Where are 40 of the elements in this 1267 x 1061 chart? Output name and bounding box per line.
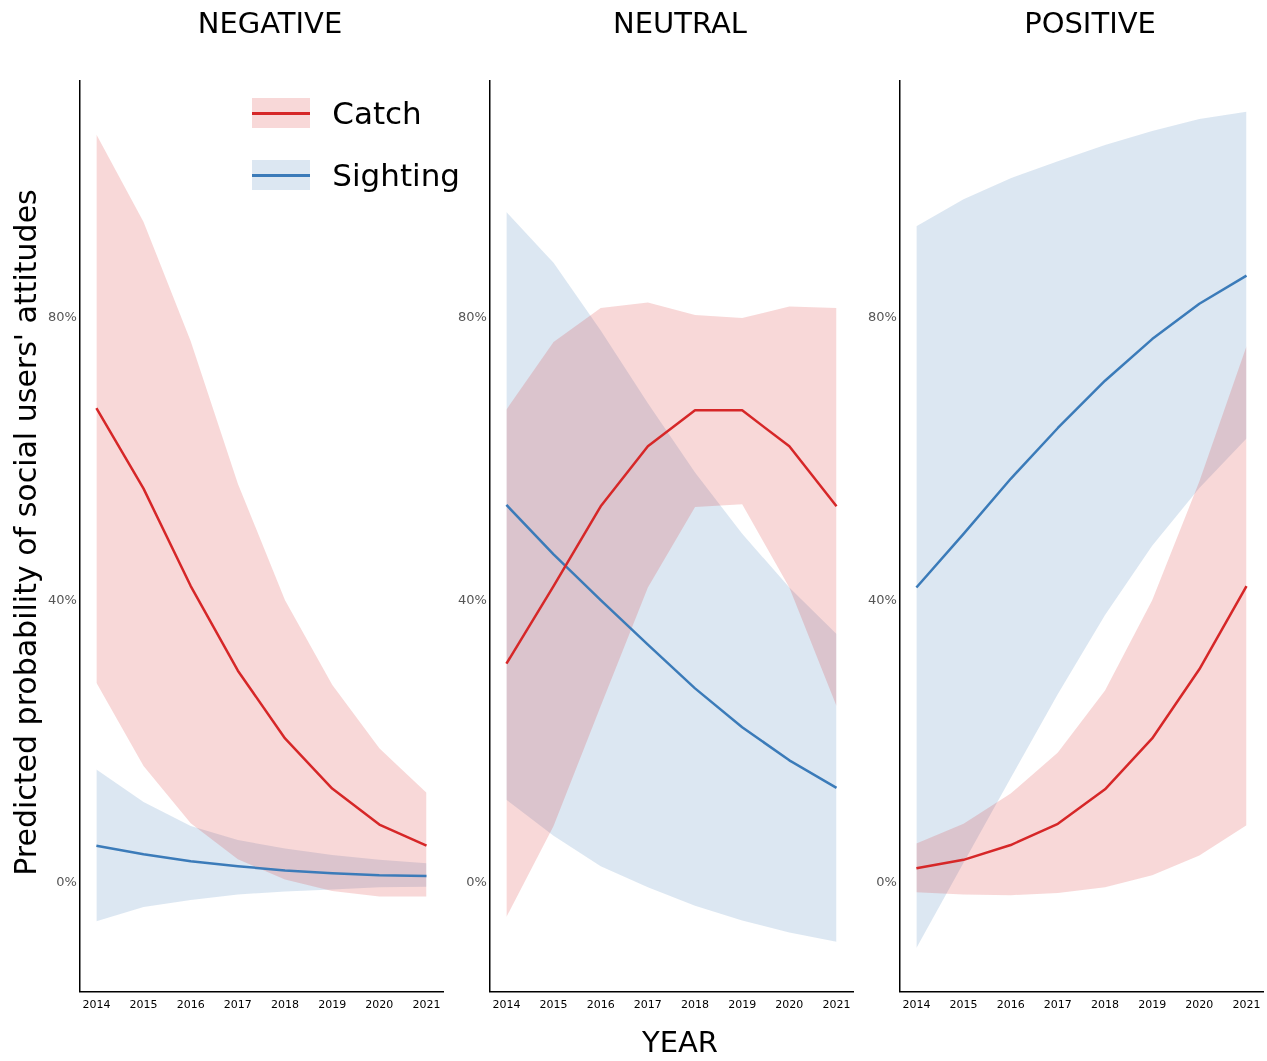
x-tick-label: 2015 <box>539 998 568 1012</box>
x-tick-label: 2015 <box>129 998 158 1012</box>
chart-title: POSITIVE <box>1023 6 1157 40</box>
x-tick-label: 2017 <box>633 998 662 1012</box>
y-tick-label: 0% <box>466 873 487 889</box>
y-tick-label: 0% <box>876 873 897 889</box>
y-tick-label: 80% <box>867 309 897 325</box>
chart-title: NEUTRAL <box>612 6 748 40</box>
x-tick-label: 2021 <box>1232 998 1261 1012</box>
x-tick-label: 2020 <box>1185 998 1214 1012</box>
x-tick-label: 2020 <box>365 998 394 1012</box>
x-tick-label: 2021 <box>822 998 851 1012</box>
x-tick-label: 2019 <box>1138 998 1167 1012</box>
x-tick-label: 2019 <box>318 998 347 1012</box>
y-tick-label: 80% <box>47 309 77 325</box>
y-tick-label: 80% <box>457 309 487 325</box>
y-tick-label: 40% <box>867 591 897 607</box>
y-tick-label: 0% <box>56 873 77 889</box>
y-tick-label: 40% <box>47 591 77 607</box>
x-tick-label: 2019 <box>728 998 757 1012</box>
x-tick-label: 2015 <box>949 998 978 1012</box>
legend-label: Catch <box>332 95 422 131</box>
x-tick-label: 2016 <box>176 998 205 1012</box>
x-axis-title: YEAR <box>641 1025 719 1059</box>
x-tick-label: 2020 <box>775 998 804 1012</box>
x-tick-label: 2016 <box>996 998 1025 1012</box>
x-tick-label: 2017 <box>223 998 252 1012</box>
x-tick-label: 2018 <box>1091 998 1120 1012</box>
y-axis-title: Predicted probability of social users' attitudes <box>7 188 43 878</box>
x-tick-label: 2021 <box>412 998 441 1012</box>
y-tick-label: 40% <box>457 591 487 607</box>
x-tick-label: 2014 <box>492 998 521 1012</box>
x-tick-label: 2014 <box>82 998 111 1012</box>
x-tick-label: 2018 <box>271 998 300 1012</box>
x-tick-label: 2018 <box>681 998 710 1012</box>
x-tick-label: 2016 <box>586 998 615 1012</box>
chart-title: NEGATIVE <box>196 6 344 40</box>
x-tick-label: 2017 <box>1043 998 1072 1012</box>
x-tick-label: 2014 <box>902 998 931 1012</box>
legend-label: Sighting <box>332 157 460 193</box>
